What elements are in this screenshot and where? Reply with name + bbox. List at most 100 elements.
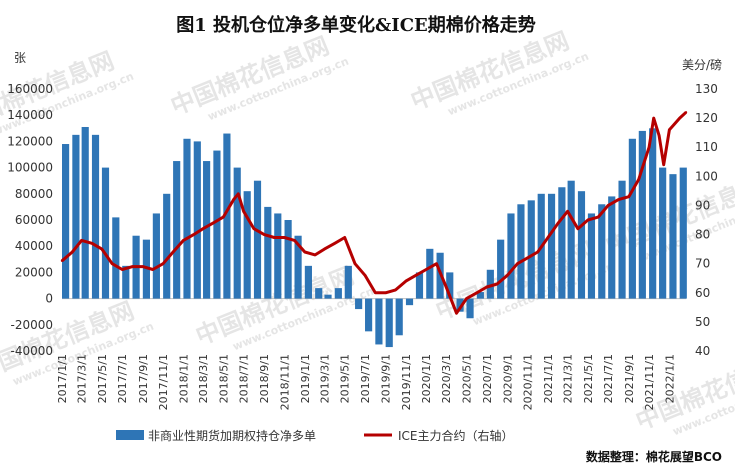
x-tick-label: 2021/9/1 bbox=[623, 354, 636, 403]
bar bbox=[446, 272, 454, 299]
bar bbox=[567, 180, 575, 299]
bar bbox=[355, 298, 363, 310]
line-point bbox=[586, 218, 590, 222]
line-point bbox=[566, 210, 569, 213]
bar bbox=[304, 265, 312, 299]
line-point bbox=[642, 163, 645, 166]
bar bbox=[91, 134, 100, 299]
line-point bbox=[252, 227, 256, 230]
bar bbox=[385, 298, 393, 348]
bar bbox=[334, 288, 342, 299]
bar bbox=[497, 239, 505, 299]
line-point bbox=[80, 239, 83, 242]
line-point bbox=[237, 192, 240, 195]
line-point bbox=[263, 233, 266, 236]
bar bbox=[152, 213, 160, 299]
bar bbox=[628, 138, 636, 299]
bar bbox=[669, 174, 677, 299]
bar bbox=[294, 235, 302, 299]
left-tick-label: 20000 bbox=[15, 265, 53, 279]
right-tick-label: 40 bbox=[695, 344, 710, 358]
line-point bbox=[201, 227, 205, 230]
line-point bbox=[222, 215, 225, 219]
bar bbox=[233, 167, 241, 299]
bar bbox=[122, 265, 130, 299]
line-point bbox=[343, 236, 346, 239]
line-point bbox=[242, 210, 245, 213]
legend-bar-swatch bbox=[116, 430, 144, 440]
x-tick-label: 2019/9/1 bbox=[380, 354, 393, 403]
x-tick-label: 2017/5/1 bbox=[96, 354, 109, 403]
x-tick-label: 2018/11/1 bbox=[279, 354, 292, 410]
line-point bbox=[637, 178, 640, 181]
line-point bbox=[111, 262, 114, 265]
line-point bbox=[455, 311, 458, 315]
left-tick-label: 120000 bbox=[7, 134, 53, 148]
bar bbox=[173, 161, 181, 299]
bar bbox=[183, 138, 191, 299]
x-tick-label: 2018/5/1 bbox=[217, 354, 230, 403]
line-point bbox=[647, 146, 651, 149]
line-point bbox=[151, 268, 155, 271]
x-tick-label: 2018/3/1 bbox=[197, 354, 210, 403]
x-tick-label: 2018/9/1 bbox=[258, 354, 271, 403]
line-point bbox=[363, 274, 367, 277]
line-point bbox=[684, 111, 688, 114]
right-tick-label: 50 bbox=[695, 315, 710, 329]
line-point bbox=[182, 239, 185, 242]
line-point bbox=[444, 285, 448, 289]
left-tick-label: -40000 bbox=[10, 344, 53, 358]
line-point bbox=[596, 215, 600, 219]
x-tick-label: 2022/1/1 bbox=[663, 354, 676, 403]
line-point bbox=[526, 256, 529, 260]
left-tick-label: -20000 bbox=[10, 318, 53, 332]
line-point bbox=[536, 250, 539, 254]
bar bbox=[507, 213, 515, 299]
line-point bbox=[576, 227, 580, 230]
line-point bbox=[333, 242, 336, 245]
line-point bbox=[414, 274, 418, 277]
line-point bbox=[121, 268, 124, 271]
line-point bbox=[161, 262, 165, 265]
bar bbox=[415, 272, 424, 299]
line-point bbox=[516, 262, 519, 265]
right-tick-label: 100 bbox=[695, 169, 718, 183]
left-tick-label: 60000 bbox=[15, 213, 53, 227]
x-tick-label: 2021/1/1 bbox=[542, 354, 555, 403]
x-tick-label: 2017/11/1 bbox=[157, 354, 170, 410]
bar bbox=[203, 161, 211, 299]
x-tick-label: 2018/1/1 bbox=[177, 354, 190, 403]
bar bbox=[547, 193, 556, 299]
legend-bar-label: 非商业性期货加期权持仓净多单 bbox=[148, 428, 316, 443]
left-tick-label: 40000 bbox=[15, 239, 53, 253]
line-point bbox=[557, 221, 560, 225]
bar bbox=[243, 191, 251, 299]
x-tick-label: 2017/7/1 bbox=[116, 354, 129, 403]
line-point bbox=[353, 262, 357, 265]
x-tick-label: 2019/11/1 bbox=[400, 354, 413, 410]
bar bbox=[476, 292, 484, 299]
x-tick-label: 2019/5/1 bbox=[339, 354, 352, 403]
bar bbox=[62, 144, 70, 299]
right-tick-label: 120 bbox=[695, 111, 718, 125]
right-axis: 40 50 60 70 80 90 100 110 120 130 bbox=[695, 82, 718, 358]
bars-series bbox=[62, 126, 687, 348]
x-tick-label: 2020/9/1 bbox=[501, 354, 514, 403]
x-tick-label: 2021/3/1 bbox=[562, 354, 575, 403]
line-point bbox=[546, 236, 550, 239]
bar bbox=[395, 298, 403, 336]
x-tick-label: 2018/7/1 bbox=[238, 354, 251, 403]
bar bbox=[679, 167, 687, 299]
bar bbox=[527, 200, 535, 299]
line-point bbox=[232, 198, 235, 201]
line-point bbox=[273, 236, 276, 239]
line-point bbox=[384, 291, 387, 294]
bar bbox=[405, 298, 414, 306]
x-tick-label: 2017/9/1 bbox=[137, 354, 150, 403]
right-axis-unit: 美分/磅 bbox=[682, 57, 722, 72]
line-point bbox=[171, 250, 175, 254]
x-tick-label: 2017/1/1 bbox=[56, 354, 69, 403]
bar bbox=[213, 150, 221, 299]
line-point bbox=[313, 253, 317, 257]
